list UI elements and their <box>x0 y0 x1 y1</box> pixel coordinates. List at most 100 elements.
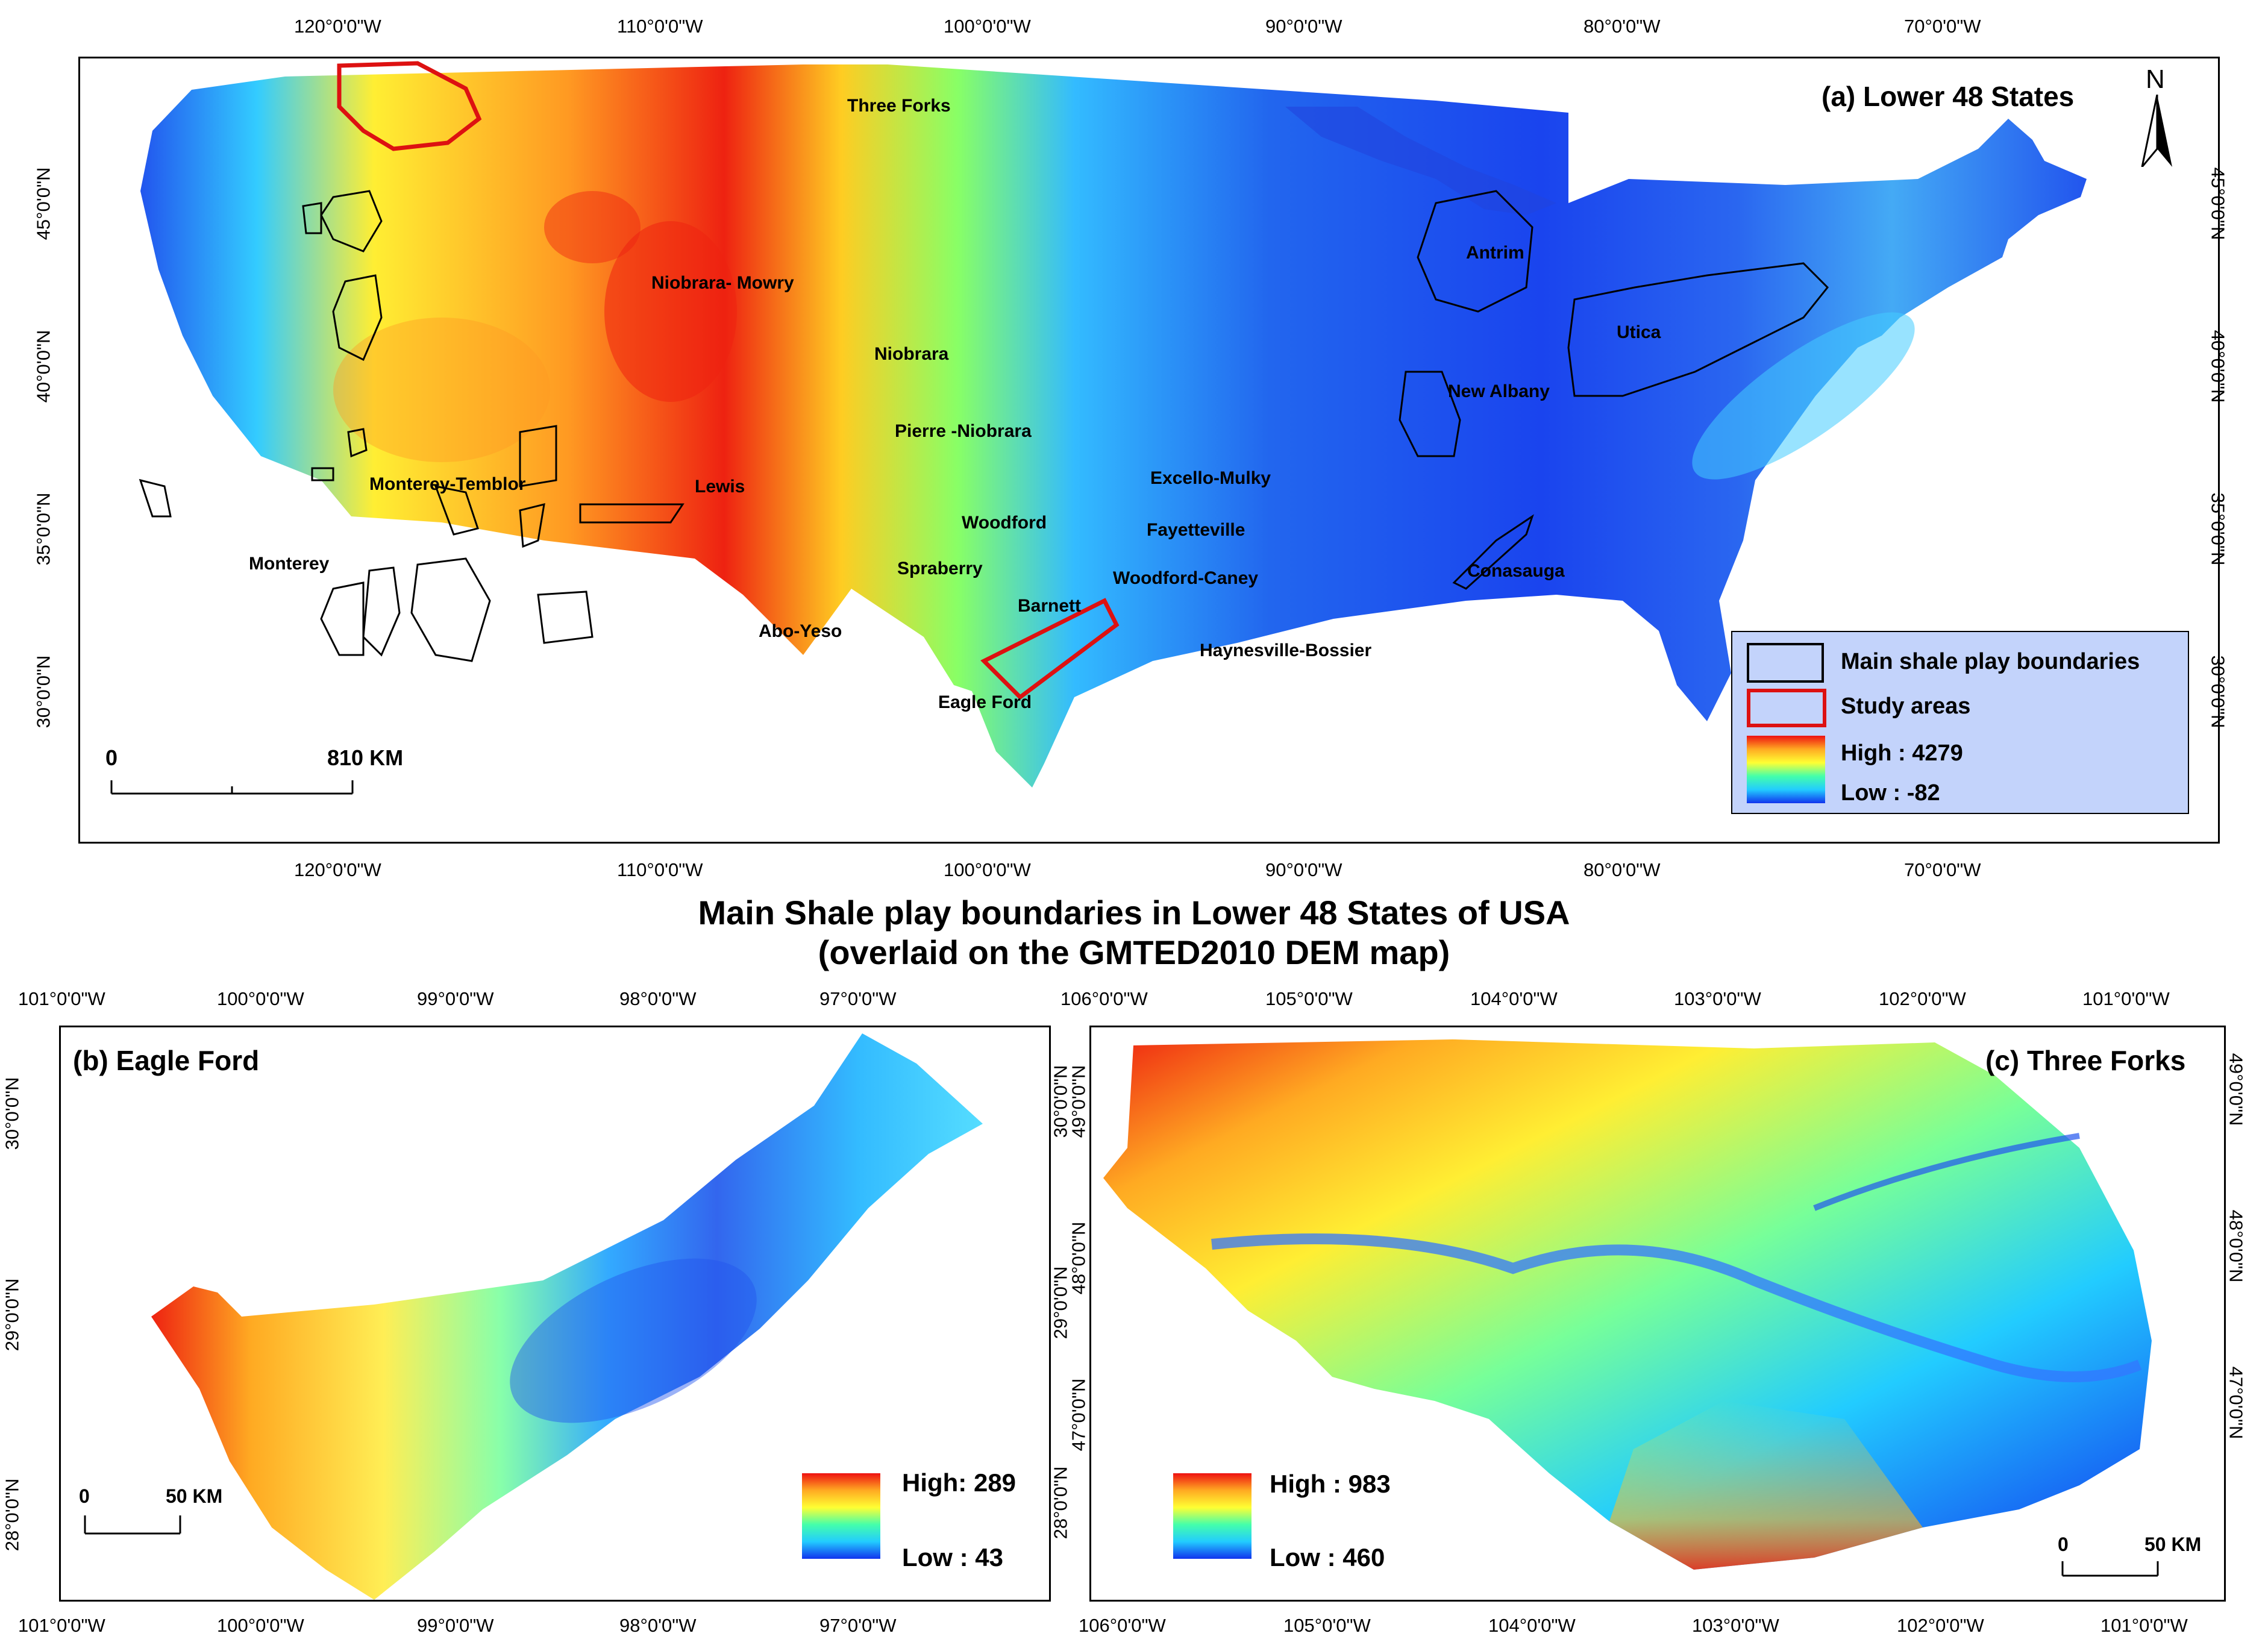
a-top-lon-5: 70°0'0"W <box>1904 16 1981 37</box>
great-lakes <box>1285 107 1556 215</box>
label-excello-mulky: Excello-Mulky <box>1150 468 1271 488</box>
scale-label: 810 KM <box>327 745 404 770</box>
c-bot-lon-1: 105°0'0"W <box>1283 1615 1371 1636</box>
legend-high: High : 4279 <box>1841 741 1963 766</box>
b-top-lon-0: 101°0'0"W <box>18 988 105 1009</box>
label-niobrara: Niobrara <box>874 344 949 364</box>
c-bot-lon-3: 103°0'0"W <box>1692 1615 1779 1636</box>
c-bot-lon-0: 106°0'0"W <box>1079 1615 1166 1636</box>
label-niobrara-mowry: Niobrara- Mowry <box>651 273 794 293</box>
label-monterey-temblor: Monterey-Temblor <box>369 474 526 494</box>
legend-study-swatch <box>1747 689 1826 727</box>
b-low: Low : 43 <box>902 1543 1004 1571</box>
b-bot-lon-4: 97°0'0"W <box>819 1615 897 1636</box>
label-spraberry: Spraberry <box>897 559 983 578</box>
fayetteville-outline <box>519 503 545 548</box>
utica-outline <box>1567 262 1829 397</box>
excello-outline <box>519 425 557 487</box>
label-utica: Utica <box>1617 322 1661 342</box>
b-scale-label: 50 KM <box>166 1485 223 1507</box>
a-right-lat-0: 45°0'0"N <box>2207 167 2229 240</box>
b-bot-lon-0: 101°0'0"W <box>18 1615 105 1636</box>
c-low: Low : 460 <box>1270 1543 1385 1571</box>
main-title-line1: Main Shale play boundaries in Lower 48 S… <box>698 894 1570 932</box>
scale-zero: 0 <box>105 745 118 770</box>
a-top-lon-3: 90°0'0"W <box>1265 16 1342 37</box>
panel-three-forks: (c) Three Forks High : 983 Low : 460 0 5… <box>1089 1026 2226 1602</box>
panel-lower-48: Three Forks Niobrara- Mowry Niobrara Pie… <box>78 57 2220 844</box>
label-haynesville-bossier: Haynesville-Bossier <box>1200 641 1372 660</box>
label-pierre-niobrara: Pierre -Niobrara <box>895 421 1032 441</box>
label-antrim: Antrim <box>1466 243 1524 263</box>
b-bot-lon-1: 100°0'0"W <box>217 1615 304 1636</box>
panel-eagle-ford: (b) Eagle Ford High: 289 Low : 43 0 50 K… <box>59 1026 1051 1602</box>
label-conasauga: Conasauga <box>1467 561 1565 581</box>
b-bot-lon-3: 98°0'0"W <box>619 1615 697 1636</box>
label-woodford: Woodford <box>962 513 1047 533</box>
legend-dem-ramp <box>1747 736 1825 803</box>
mowry-small-outline <box>302 202 322 234</box>
three-forks-area <box>1103 1039 2152 1570</box>
eagle-ford-dem <box>151 1033 983 1600</box>
label-lewis: Lewis <box>695 477 745 497</box>
b-top-lon-4: 97°0'0"W <box>819 988 897 1009</box>
c-bot-lon-2: 104°0'0"W <box>1488 1615 1576 1636</box>
c-right-lat-1: 48°0'0"N <box>2225 1209 2247 1283</box>
label-eagle-ford: Eagle Ford <box>938 692 1032 712</box>
b-right-lat-2: 28°0'0"N <box>1050 1466 1071 1540</box>
barnett-outline <box>410 557 491 662</box>
b-left-lat-2: 28°0'0"N <box>1 1478 23 1552</box>
legend-low: Low : -82 <box>1841 780 1940 806</box>
a-bot-lon-4: 80°0'0"W <box>1584 859 1661 880</box>
panel-c-title: (c) Three Forks <box>1985 1045 2186 1076</box>
woodford-caney-outline <box>579 503 684 524</box>
rockies-peak-1 <box>604 221 737 402</box>
a-left-lat-1: 40°0'0"N <box>33 330 54 403</box>
lewis-outline <box>311 467 334 481</box>
c-high: High : 983 <box>1270 1470 1391 1498</box>
play-boundaries <box>130 61 1829 700</box>
label-woodford-caney: Woodford-Caney <box>1113 568 1259 588</box>
label-new-albany: New Albany <box>1448 381 1550 401</box>
rockies-peak-3 <box>333 318 550 462</box>
b-dem-ramp <box>802 1473 880 1559</box>
a-top-lon-4: 80°0'0"W <box>1584 16 1661 37</box>
monterey-temblor-outline <box>139 478 172 518</box>
three-forks-dem <box>1103 1039 2152 1570</box>
b-scale-zero: 0 <box>79 1485 90 1507</box>
label-fayetteville: Fayetteville <box>1147 520 1245 540</box>
legend-study-label: Study areas <box>1841 694 1971 719</box>
a-right-lat-2: 35°0'0"N <box>2207 492 2229 566</box>
antrim-outline <box>1417 190 1533 313</box>
eagle-ford-outline <box>980 598 1120 700</box>
c-scale-bar <box>2061 1561 2159 1577</box>
a-left-lat-0: 45°0'0"N <box>33 167 54 240</box>
eagle-ford-area <box>151 1033 983 1600</box>
conasauga-outline <box>1452 514 1534 590</box>
c-right-lat-2: 47°0'0"N <box>2225 1366 2247 1440</box>
a-left-lat-2: 35°0'0"N <box>33 492 54 566</box>
eagle-ford-valley <box>510 1258 757 1423</box>
a-left-lat-3: 30°0'0"N <box>33 655 54 728</box>
three-forks-river <box>1211 1233 2142 1382</box>
abo-yeso-outline <box>320 581 365 656</box>
appalachian-ridge <box>1692 312 1915 480</box>
c-left-lat-0: 49°0'0"N <box>1068 1065 1089 1138</box>
north-arrow-icon <box>2141 95 2172 167</box>
c-bot-lon-4: 102°0'0"W <box>1897 1615 1984 1636</box>
c-left-lat-1: 48°0'0"N <box>1068 1221 1089 1295</box>
legend-a: Main shale play boundaries Study areas H… <box>1731 631 2189 814</box>
c-bot-lon-5: 101°0'0"W <box>2100 1615 2188 1636</box>
label-monterey: Monterey <box>249 554 330 574</box>
a-right-lat-3: 30°0'0"N <box>2207 655 2229 728</box>
b-top-lon-3: 98°0'0"W <box>619 988 697 1009</box>
a-bot-lon-0: 120°0'0"W <box>294 859 381 880</box>
c-top-lon-2: 104°0'0"W <box>1470 988 1558 1009</box>
c-dem-ramp <box>1173 1473 1251 1559</box>
three-forks-river-2 <box>1813 1133 2080 1211</box>
niobrara-mowry-outline <box>320 190 383 252</box>
b-left-lat-0: 30°0'0"N <box>1 1077 23 1150</box>
pierre-outline <box>347 428 368 458</box>
haynesville-outline <box>537 591 594 644</box>
c-top-lon-5: 101°0'0"W <box>2082 988 2170 1009</box>
